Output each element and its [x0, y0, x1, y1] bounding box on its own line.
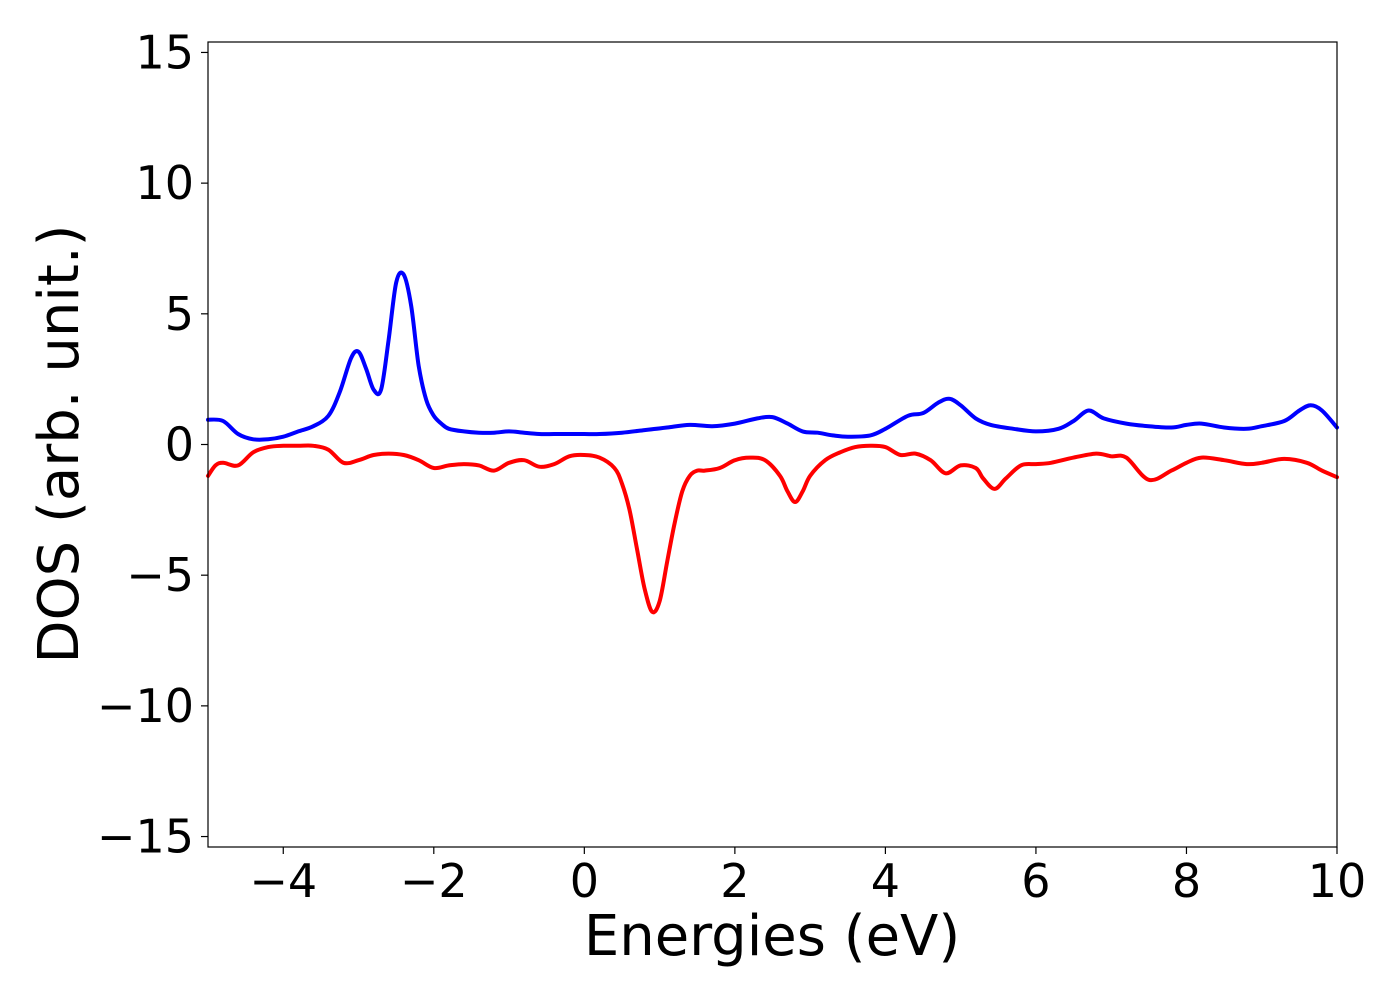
x-tick-label: 6: [1021, 854, 1050, 908]
x-axis-label: Energies (eV): [584, 904, 960, 969]
plot-frame: [207, 41, 1338, 848]
y-tick-label: −10: [97, 679, 194, 733]
x-tick-label: −4: [249, 854, 317, 908]
x-tick-label: 8: [1172, 854, 1201, 908]
y-tick-label: −5: [126, 548, 194, 602]
y-tick-label: 0: [165, 418, 194, 472]
series-layer: [206, 270, 1339, 615]
y-tick-label: −15: [97, 810, 194, 864]
y-axis-label: DOS (arb. unit.): [27, 224, 92, 663]
x-tick-label: 2: [720, 854, 749, 908]
series-line-0: [206, 270, 1339, 442]
series-line-1: [206, 443, 1339, 615]
y-tick-label: 5: [165, 287, 194, 341]
x-tick-label: −2: [400, 854, 468, 908]
y-tick-label: 15: [135, 25, 194, 79]
x-tick-label: 4: [871, 854, 900, 908]
x-tick-label: 0: [570, 854, 599, 908]
y-tick-label: 10: [135, 156, 194, 210]
x-tick-label: 10: [1308, 854, 1367, 908]
tick-layer: −4 −2 0 2 4 6 8 10 −15 −10 −5 0 5 10 15: [97, 25, 1366, 908]
